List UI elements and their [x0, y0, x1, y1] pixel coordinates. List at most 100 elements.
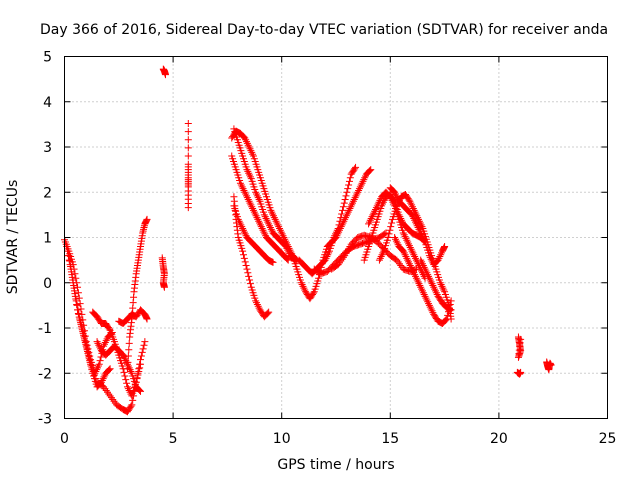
data-point [109, 395, 117, 403]
data-point [409, 267, 417, 275]
y-tick-label: 4 [43, 95, 52, 111]
data-point [331, 232, 339, 240]
data-point [417, 229, 425, 237]
data-point [418, 233, 426, 241]
data-point [400, 231, 408, 239]
data-point [393, 239, 401, 247]
data-point [412, 274, 420, 282]
data-point [378, 251, 386, 259]
data-point [427, 278, 435, 286]
data-point [408, 201, 416, 209]
data-point [413, 222, 421, 230]
data-point [393, 256, 401, 264]
data-point [392, 190, 400, 198]
data-point [160, 283, 168, 291]
data-point [161, 71, 169, 79]
data-point [243, 192, 251, 200]
data-point [72, 274, 80, 282]
data-point [334, 261, 342, 269]
data-point [235, 217, 243, 225]
data-point [280, 241, 288, 249]
data-point [429, 281, 437, 289]
data-point [239, 226, 247, 234]
y-axis-label: SDTVAR / TECUs [5, 180, 21, 295]
data-point [265, 308, 273, 316]
data-point [426, 303, 434, 311]
data-point [440, 286, 448, 294]
data-point [324, 251, 332, 259]
data-point [127, 402, 135, 410]
data-point [99, 375, 107, 383]
data-point [373, 202, 381, 210]
data-point [372, 204, 380, 212]
data-point [355, 185, 363, 193]
data-point [262, 214, 270, 222]
data-point [238, 183, 246, 191]
data-point [421, 265, 429, 273]
data-point [93, 338, 101, 346]
data-point [418, 287, 426, 295]
data-point [245, 143, 253, 151]
data-point [254, 302, 262, 310]
data-point [398, 245, 406, 253]
data-point [269, 212, 277, 220]
data-point [250, 208, 258, 216]
data-point [315, 274, 323, 282]
data-point [418, 258, 426, 266]
data-point [88, 364, 96, 372]
data-point [137, 387, 145, 395]
x-tick-label: 0 [60, 431, 69, 447]
y-tick-label: -3 [38, 412, 52, 428]
data-point [100, 340, 108, 348]
data-point [357, 181, 365, 189]
data-point [138, 348, 146, 356]
data-point [427, 305, 435, 313]
data-point [325, 249, 333, 257]
data-point [298, 281, 306, 289]
data-point [237, 181, 245, 189]
data-point [255, 304, 263, 312]
x-tick-label: 25 [599, 431, 617, 447]
data-point [117, 349, 125, 357]
data-point [387, 223, 395, 231]
data-point [100, 373, 108, 381]
data-point [433, 291, 441, 299]
data-point [407, 245, 415, 253]
data-point [392, 237, 400, 245]
data-point [241, 188, 249, 196]
data-point [416, 227, 424, 235]
data-point [266, 222, 274, 230]
data-point [406, 197, 414, 205]
data-point [102, 386, 110, 394]
data-point [415, 280, 423, 288]
data-point [517, 368, 525, 376]
data-point [74, 310, 82, 318]
data-point [241, 258, 249, 266]
data-point [424, 271, 432, 279]
data-point [242, 190, 250, 198]
data-point [441, 243, 449, 251]
data-point [371, 207, 379, 215]
data-point [393, 202, 401, 210]
data-point [125, 346, 133, 354]
data-point [425, 272, 433, 280]
data-point [240, 228, 248, 236]
data-point [428, 307, 436, 315]
data-point [282, 254, 290, 262]
data-point [74, 283, 82, 291]
data-point [401, 251, 409, 259]
data-point [246, 171, 254, 179]
data-point [121, 372, 129, 380]
data-point [419, 234, 427, 242]
data-point [249, 206, 257, 214]
data-point [239, 251, 247, 259]
data-point [344, 185, 352, 193]
data-point [352, 192, 360, 200]
data-point [77, 320, 85, 328]
data-point [517, 335, 525, 343]
data-point [279, 232, 287, 240]
data-point [239, 247, 247, 255]
data-point [392, 192, 400, 200]
data-point [254, 194, 262, 202]
data-point [335, 259, 343, 267]
